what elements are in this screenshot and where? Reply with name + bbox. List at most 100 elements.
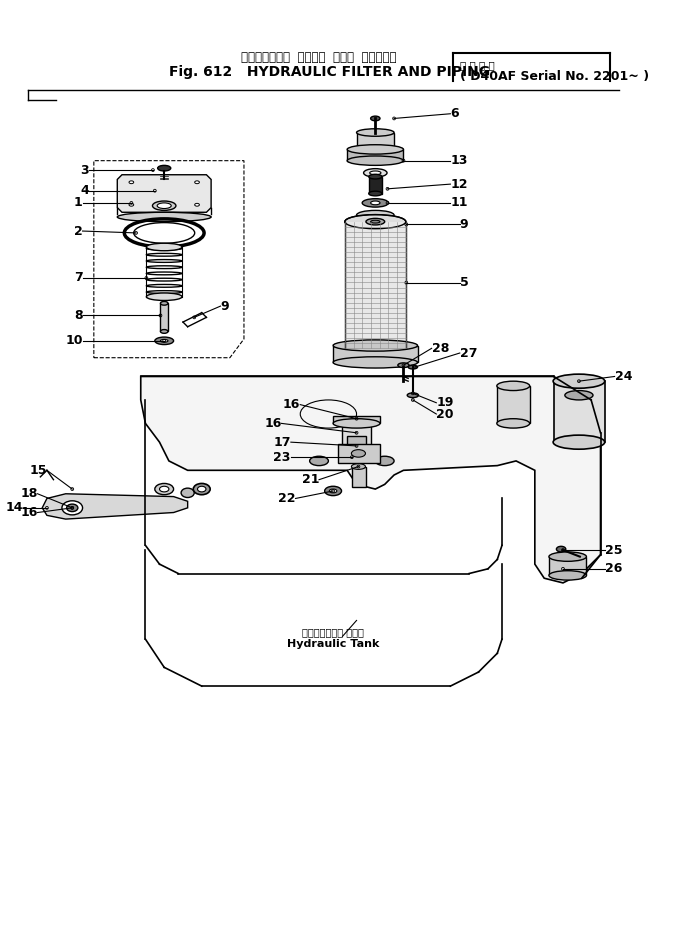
Ellipse shape: [565, 390, 593, 400]
Ellipse shape: [369, 191, 382, 196]
Text: 17: 17: [274, 436, 291, 448]
Ellipse shape: [553, 435, 605, 449]
Text: 18: 18: [20, 487, 37, 501]
Ellipse shape: [160, 339, 168, 342]
Ellipse shape: [363, 169, 387, 177]
Text: 3: 3: [81, 163, 89, 177]
Ellipse shape: [371, 116, 380, 121]
Polygon shape: [141, 376, 600, 583]
Text: 適 用 号 機: 適 用 号 機: [460, 60, 494, 70]
Text: 9: 9: [221, 299, 229, 313]
Bar: [497, 386, 530, 424]
Ellipse shape: [147, 243, 182, 251]
Bar: [369, 177, 382, 194]
Bar: [549, 557, 587, 576]
Text: Hydraulic Tank: Hydraulic Tank: [287, 639, 380, 649]
Ellipse shape: [345, 343, 406, 354]
Text: 4: 4: [80, 184, 89, 198]
Text: 16: 16: [264, 417, 282, 430]
Ellipse shape: [195, 203, 200, 206]
Ellipse shape: [356, 129, 394, 136]
Bar: [337, 444, 380, 463]
Ellipse shape: [352, 464, 365, 469]
Ellipse shape: [553, 374, 605, 389]
Bar: [333, 346, 418, 362]
Bar: [345, 221, 406, 349]
Ellipse shape: [407, 393, 418, 398]
Ellipse shape: [356, 210, 394, 219]
Text: 9: 9: [460, 218, 469, 231]
Ellipse shape: [549, 552, 587, 561]
Ellipse shape: [371, 201, 380, 205]
Ellipse shape: [356, 147, 394, 155]
Ellipse shape: [157, 203, 171, 208]
Text: 15: 15: [29, 464, 47, 477]
Ellipse shape: [160, 301, 168, 305]
Ellipse shape: [198, 486, 206, 492]
Ellipse shape: [147, 293, 182, 300]
Ellipse shape: [181, 488, 194, 498]
Ellipse shape: [375, 456, 394, 466]
Text: 10: 10: [65, 334, 83, 348]
Bar: [342, 424, 371, 461]
Ellipse shape: [129, 203, 134, 206]
Text: Fig. 612   HYDRAULIC FILTER AND PIPING: Fig. 612 HYDRAULIC FILTER AND PIPING: [169, 65, 490, 79]
Ellipse shape: [194, 484, 210, 495]
Ellipse shape: [129, 180, 134, 183]
Ellipse shape: [310, 456, 329, 466]
Text: 1: 1: [74, 197, 83, 209]
Ellipse shape: [366, 218, 385, 225]
Ellipse shape: [67, 504, 78, 512]
Text: 5: 5: [460, 276, 469, 289]
Text: 27: 27: [460, 347, 477, 359]
Bar: [356, 132, 394, 151]
Ellipse shape: [160, 192, 168, 195]
Ellipse shape: [398, 363, 409, 368]
Text: 28: 28: [432, 342, 449, 355]
Ellipse shape: [155, 484, 174, 495]
Ellipse shape: [347, 156, 403, 165]
Text: ( D40AF Serial No. 2201~ ): ( D40AF Serial No. 2201~ ): [460, 69, 649, 83]
Ellipse shape: [117, 212, 211, 221]
Text: 19: 19: [437, 396, 454, 409]
Text: 16: 16: [283, 398, 300, 411]
Ellipse shape: [497, 381, 530, 390]
Ellipse shape: [329, 489, 337, 493]
Ellipse shape: [333, 357, 418, 368]
Text: 24: 24: [614, 370, 632, 383]
Text: 21: 21: [301, 473, 319, 486]
Ellipse shape: [195, 180, 200, 183]
Ellipse shape: [497, 419, 530, 428]
Text: 7: 7: [74, 272, 83, 284]
Bar: [347, 436, 366, 446]
Bar: [333, 416, 380, 424]
Ellipse shape: [362, 199, 388, 207]
Ellipse shape: [62, 501, 83, 515]
Ellipse shape: [408, 365, 418, 369]
Bar: [352, 466, 366, 487]
Ellipse shape: [160, 330, 168, 333]
Bar: [347, 149, 403, 161]
Text: 12: 12: [450, 178, 468, 191]
Text: 23: 23: [274, 450, 291, 464]
Ellipse shape: [325, 486, 342, 496]
Text: ハイドロリック タンク: ハイドロリック タンク: [302, 627, 364, 636]
Ellipse shape: [154, 190, 175, 198]
Polygon shape: [117, 175, 211, 212]
Ellipse shape: [333, 419, 380, 428]
Ellipse shape: [369, 174, 382, 179]
Polygon shape: [42, 494, 187, 519]
Text: 8: 8: [74, 309, 83, 322]
Ellipse shape: [153, 201, 176, 210]
Ellipse shape: [333, 340, 418, 352]
Text: 14: 14: [6, 502, 24, 514]
Ellipse shape: [549, 571, 587, 580]
Ellipse shape: [369, 171, 381, 175]
Text: 16: 16: [20, 506, 37, 519]
Text: 26: 26: [605, 562, 623, 576]
Text: 2: 2: [74, 224, 83, 238]
Text: 22: 22: [278, 492, 295, 505]
Ellipse shape: [345, 215, 406, 229]
Text: 6: 6: [450, 107, 459, 121]
Ellipse shape: [160, 486, 169, 492]
